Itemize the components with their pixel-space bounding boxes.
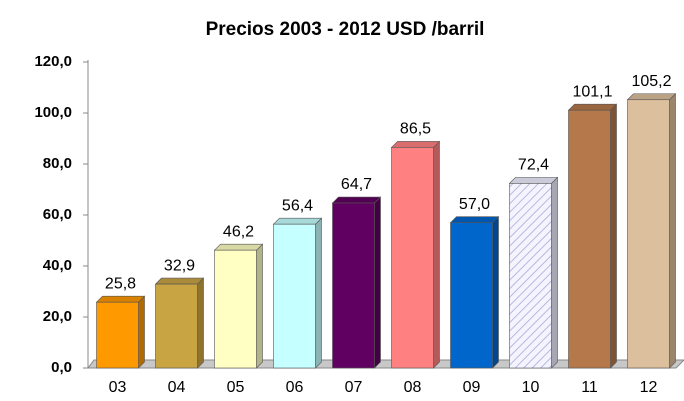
bar-side [669, 93, 676, 369]
bar-side [551, 176, 558, 369]
data-label: 101,1 [572, 83, 612, 100]
bar-side [138, 295, 145, 369]
x-tick-label: 07 [345, 379, 363, 396]
x-tick-label: 09 [463, 379, 481, 396]
bar-side [433, 140, 440, 369]
x-tick-label: 11 [581, 379, 598, 396]
bar [568, 109, 611, 369]
bar [627, 99, 670, 369]
x-tick-label: 10 [522, 379, 540, 396]
data-label: 46,2 [223, 223, 254, 240]
y-tick-label: 80,0 [43, 155, 72, 172]
bar [96, 301, 139, 369]
bar [391, 147, 434, 369]
y-tick-label: 100,0 [34, 104, 72, 121]
bar-side [315, 217, 322, 369]
chart-title: Precios 2003 - 2012 USD /barril [206, 19, 485, 40]
bar-top [567, 103, 618, 111]
bar-side [374, 196, 381, 369]
x-tick-label: 05 [227, 379, 245, 396]
bar-top [390, 141, 441, 148]
bar [509, 183, 552, 369]
bar-side [492, 215, 499, 369]
bar-side [610, 103, 617, 369]
bar-top [213, 243, 264, 251]
x-tick-label: 04 [168, 379, 186, 396]
bar [332, 202, 375, 369]
bar-side [256, 243, 263, 369]
data-label: 32,9 [164, 257, 195, 274]
bar-top [272, 217, 323, 225]
data-label: 25,8 [105, 275, 136, 292]
data-label: 56,4 [282, 197, 313, 214]
data-label: 57,0 [459, 196, 490, 213]
y-tick-label: 0,0 [51, 359, 72, 376]
y-tick-label: 40,0 [43, 257, 72, 274]
x-tick-label: 06 [286, 379, 304, 396]
data-label: 105,2 [631, 73, 671, 90]
y-tick-label: 120,0 [34, 53, 72, 70]
x-tick-label: 08 [404, 379, 422, 396]
bar-top [95, 295, 146, 303]
data-label: 64,7 [341, 176, 372, 193]
x-tick-label: 03 [109, 379, 127, 396]
y-tick-label: 20,0 [43, 308, 72, 325]
data-label: 86,5 [400, 121, 431, 138]
bar-top [449, 216, 500, 223]
bar-side [197, 277, 204, 369]
bar [155, 283, 198, 369]
bar-top [331, 196, 382, 204]
bar-top [508, 177, 559, 184]
bar-top [626, 93, 677, 101]
y-tick-label: 60,0 [43, 206, 72, 223]
bar [450, 222, 493, 369]
data-label: 72,4 [518, 157, 549, 174]
bar-top [154, 277, 205, 285]
bar [273, 223, 316, 369]
x-tick-label: 12 [640, 379, 658, 396]
bar [214, 249, 257, 369]
